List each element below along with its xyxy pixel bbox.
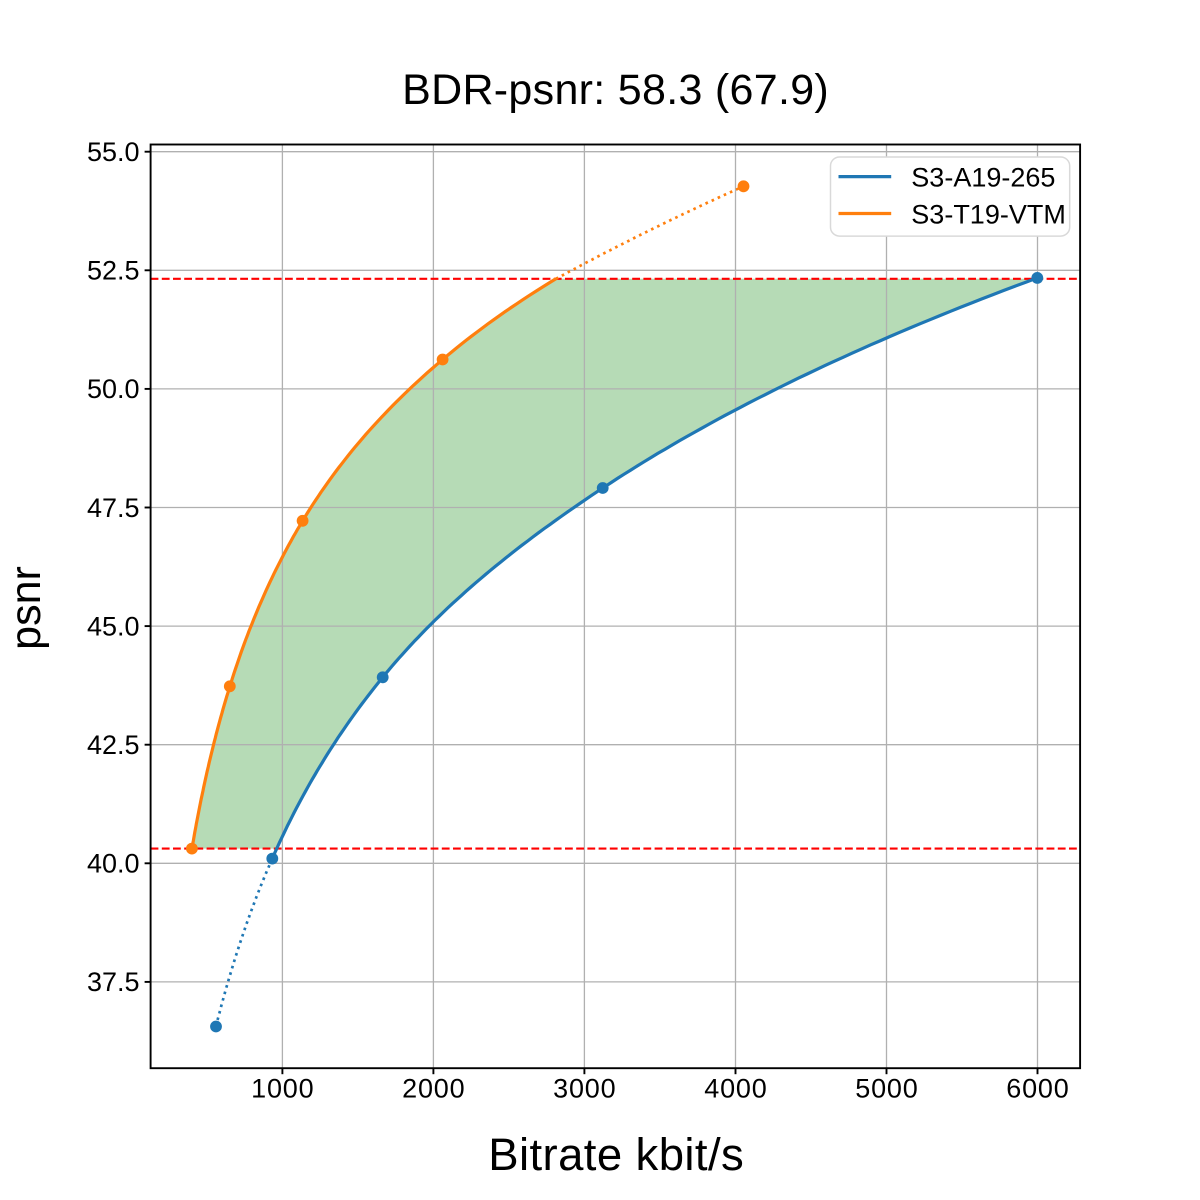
svg-text:50.0: 50.0 [87,374,140,404]
svg-text:S3-A19-265: S3-A19-265 [911,163,1055,193]
svg-text:37.5: 37.5 [87,967,140,997]
svg-text:S3-T19-VTM: S3-T19-VTM [911,199,1066,229]
svg-text:6000: 6000 [1006,1074,1069,1104]
svg-text:Bitrate kbit/s: Bitrate kbit/s [488,1129,744,1180]
svg-text:5000: 5000 [855,1074,918,1104]
svg-text:42.5: 42.5 [87,730,140,760]
svg-text:52.5: 52.5 [87,256,140,286]
svg-text:1000: 1000 [251,1074,314,1104]
svg-text:45.0: 45.0 [87,611,140,641]
svg-text:psnr: psnr [2,566,50,650]
svg-text:40.0: 40.0 [87,849,140,879]
svg-text:55.0: 55.0 [87,137,140,167]
svg-text:3000: 3000 [553,1074,616,1104]
svg-text:2000: 2000 [402,1074,465,1104]
svg-text:BDR-psnr: 58.3 (67.9): BDR-psnr: 58.3 (67.9) [402,66,829,114]
svg-text:47.5: 47.5 [87,493,140,523]
svg-text:4000: 4000 [704,1074,767,1104]
